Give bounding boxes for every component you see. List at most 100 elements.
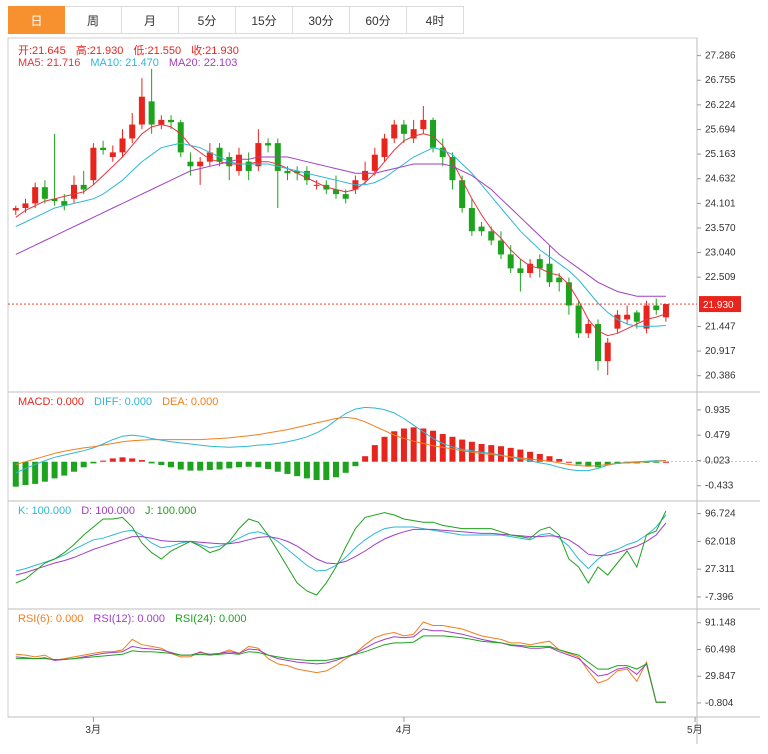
candle	[614, 314, 621, 329]
x-tick-label: 3月	[85, 724, 101, 736]
y-tick-label: 96.724	[705, 509, 736, 520]
macd-bar	[197, 461, 204, 471]
macd-bar	[614, 461, 621, 464]
macd-bar	[527, 451, 534, 462]
tab-day[interactable]: 日	[8, 6, 65, 34]
last-price-tag	[699, 296, 741, 313]
macd-bar	[158, 461, 165, 466]
macd-bar	[565, 461, 572, 463]
tab-15min[interactable]: 15分	[236, 6, 293, 34]
macd-bar	[381, 436, 388, 462]
macd-bar	[371, 445, 378, 462]
ma10-value: MA10: 21.470	[90, 57, 159, 69]
candle	[158, 119, 165, 125]
candle	[391, 124, 398, 139]
macd-bar	[595, 461, 602, 468]
macd-bar	[245, 461, 252, 467]
y-tick-label: 22.509	[705, 272, 736, 283]
macd-bar	[177, 461, 184, 470]
candle	[662, 304, 669, 318]
y-tick-label: 0.479	[705, 430, 730, 441]
y-tick-label: 27.286	[705, 51, 736, 62]
y-tick-label: 24.632	[705, 174, 736, 185]
candle	[449, 157, 456, 181]
candle	[478, 226, 485, 232]
macd-bar	[265, 461, 272, 469]
kdj-info: K: 100.000 D: 100.000 J: 100.000	[18, 505, 206, 517]
candle	[197, 161, 204, 167]
macd-bar	[478, 444, 485, 462]
candle	[400, 124, 407, 134]
macd-value: MACD: 0.000	[18, 396, 85, 408]
macd-bar	[362, 456, 369, 462]
macd-bar	[468, 441, 475, 462]
macd-bar	[41, 461, 48, 482]
macd-bar	[585, 461, 592, 467]
macd-bar	[439, 434, 446, 462]
tab-month[interactable]: 月	[122, 6, 179, 34]
y-tick-label: -0.433	[705, 481, 734, 492]
macd-bar	[255, 461, 262, 468]
macd-bar	[352, 461, 359, 467]
candle	[187, 161, 194, 167]
macd-bar	[12, 461, 19, 487]
rsi24-line	[15, 635, 666, 703]
macd-bar	[303, 461, 310, 479]
tab-4hour[interactable]: 4时	[407, 6, 464, 34]
tab-week[interactable]: 周	[65, 6, 122, 34]
macd-bar	[546, 456, 553, 462]
tab-60min[interactable]: 60分	[350, 6, 407, 34]
candle	[575, 305, 582, 334]
y-tick-label: -7.396	[705, 592, 734, 603]
macd-bar	[400, 428, 407, 462]
macd-bar	[168, 461, 175, 468]
y-tick-label: 27.311	[705, 564, 735, 575]
macd-bar	[497, 446, 504, 462]
candle	[168, 119, 175, 123]
candle	[410, 129, 417, 139]
macd-bar	[51, 461, 58, 479]
macd-bar	[575, 461, 582, 465]
candle	[420, 119, 427, 130]
rsi6-value: RSI(6): 0.000	[18, 613, 84, 625]
rsi24-value: RSI(24): 0.000	[174, 613, 247, 625]
rsi6-line	[15, 621, 666, 703]
macd-bar	[32, 461, 39, 484]
macd-bar	[313, 461, 320, 481]
candle	[332, 189, 340, 195]
macd-bar	[22, 461, 29, 486]
chart-frame	[7, 37, 698, 718]
macd-bar	[100, 460, 107, 462]
macd-bar	[643, 461, 650, 463]
candle	[51, 198, 58, 202]
macd-bar	[90, 461, 97, 464]
y-tick-label: 29.847	[705, 671, 736, 682]
macd-bar	[138, 460, 145, 462]
candle	[459, 180, 466, 209]
macd-bar	[61, 461, 68, 476]
low-value: 低:21.550	[133, 45, 182, 57]
y-tick-label: 26.755	[705, 75, 736, 86]
macd-bar	[653, 461, 660, 463]
candle	[604, 342, 611, 362]
macd-bar	[129, 458, 136, 462]
last-price-label: 21.930	[703, 300, 734, 311]
macd-bar	[332, 461, 340, 478]
candle	[468, 208, 475, 232]
tab-30min[interactable]: 30分	[293, 6, 350, 34]
macd-bar	[119, 457, 126, 462]
macd-bar	[70, 461, 77, 472]
candle	[70, 184, 77, 199]
y-tick-label: 24.101	[705, 198, 736, 209]
candle	[100, 147, 107, 151]
candle	[90, 147, 97, 181]
y-tick-label: 20.917	[705, 346, 736, 357]
period-tabs: 日 周 月 5分 15分 30分 60分 4时	[8, 6, 464, 36]
tab-5min[interactable]: 5分	[179, 6, 236, 34]
macd-bar	[517, 449, 524, 462]
candle	[439, 147, 446, 158]
macd-bar	[148, 461, 155, 464]
y-tick-label: 62.018	[705, 536, 736, 547]
candle	[595, 324, 602, 362]
